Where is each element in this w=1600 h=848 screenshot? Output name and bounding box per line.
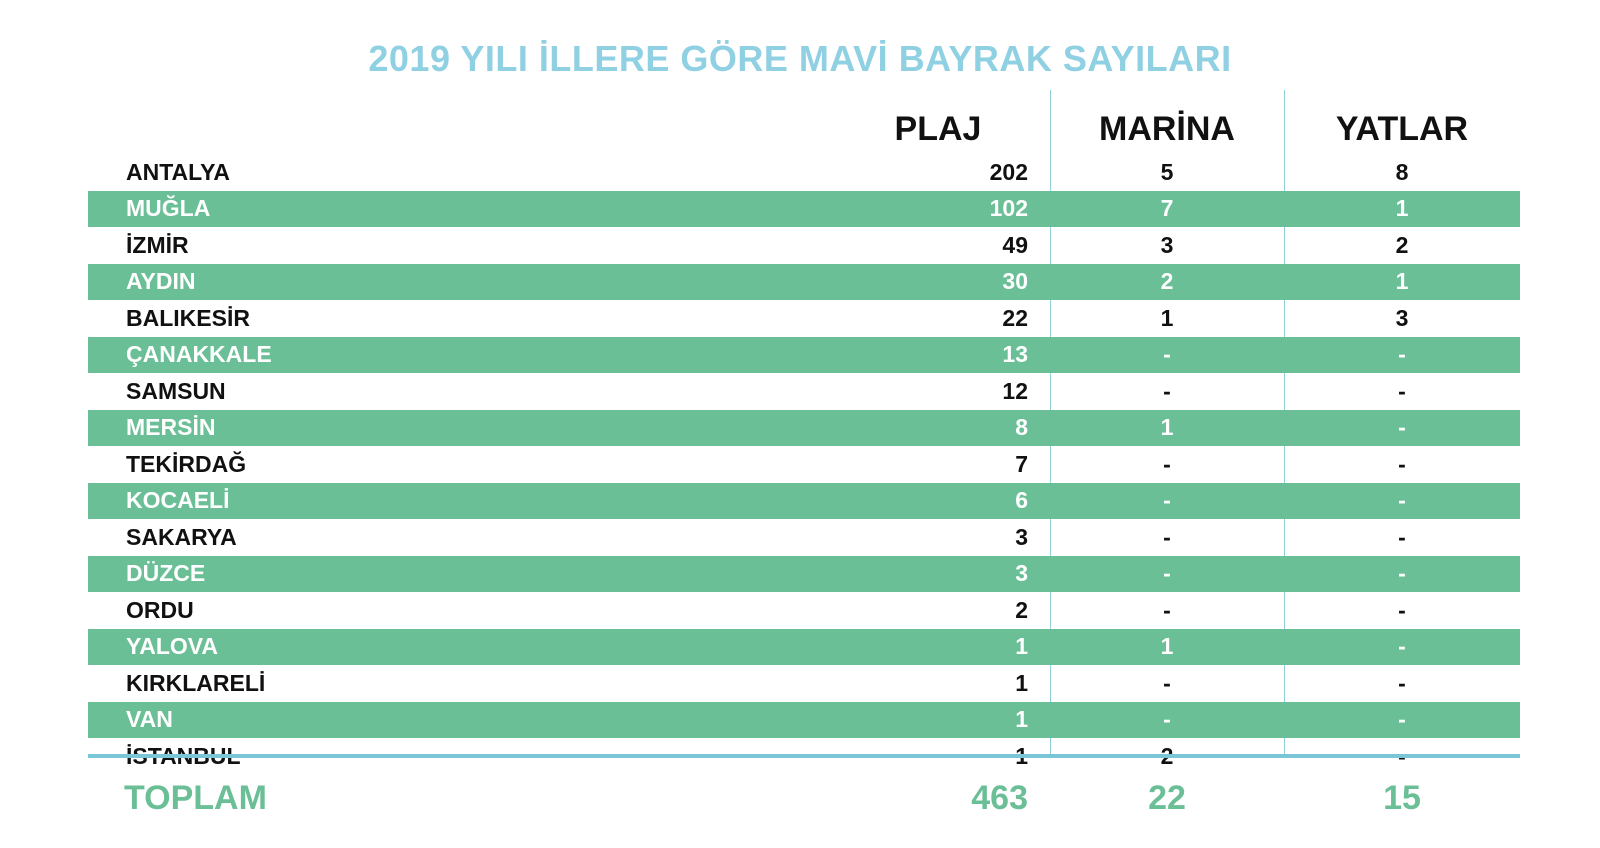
marina-value: - <box>1163 523 1171 550</box>
yatlar-value: 8 <box>1395 158 1409 185</box>
table-row: KIRKLARELİ 1 - - <box>88 665 1520 702</box>
total-row: TOPLAM 463 22 15 <box>88 770 1520 826</box>
province-name: MERSİN <box>126 414 216 441</box>
table-row: YALOVA 1 1 - <box>88 628 1520 665</box>
total-marina: 22 <box>1148 778 1186 817</box>
table-row: SAKARYA 3 - - <box>88 519 1520 556</box>
yatlar-value: - <box>1398 633 1406 660</box>
plaj-value: 1 <box>1015 706 1028 733</box>
total-label: TOPLAM <box>124 778 267 817</box>
marina-value: - <box>1163 596 1171 623</box>
plaj-value: 1 <box>1015 669 1028 696</box>
province-name: ORDU <box>126 596 194 623</box>
plaj-value: 30 <box>1002 268 1028 295</box>
table-row: MERSİN 8 1 - <box>88 409 1520 446</box>
province-name: KIRKLARELİ <box>126 669 266 696</box>
marina-value: 3 <box>1160 231 1174 258</box>
plaj-value: 202 <box>989 158 1028 185</box>
table-row: MUĞLA 102 7 1 <box>88 190 1520 227</box>
yatlar-value: 3 <box>1395 304 1409 331</box>
province-name: VAN <box>126 706 173 733</box>
table-row: KOCAELİ 6 - - <box>88 482 1520 519</box>
table-row: ÇANAKKALE 13 - - <box>88 336 1520 373</box>
province-name: İZMİR <box>126 231 189 258</box>
marina-value: - <box>1163 706 1171 733</box>
column-header-marina: MARİNA <box>1099 109 1235 148</box>
marina-value: 7 <box>1160 195 1174 222</box>
marina-value: - <box>1163 669 1171 696</box>
plaj-value: 49 <box>1002 231 1028 258</box>
chart-title: 2019 YILI İLLERE GÖRE MAVİ BAYRAK SAYILA… <box>368 38 1232 79</box>
table-row: BALIKESİR 22 1 3 <box>88 300 1520 337</box>
plaj-value: 13 <box>1002 341 1028 368</box>
total-plaj: 463 <box>971 778 1028 817</box>
yatlar-value: - <box>1398 414 1406 441</box>
marina-value: - <box>1163 377 1171 404</box>
plaj-value: 102 <box>989 195 1028 222</box>
yatlar-value: - <box>1398 706 1406 733</box>
marina-value: 1 <box>1160 414 1174 441</box>
province-name: DÜZCE <box>126 560 206 587</box>
plaj-value: 12 <box>1002 377 1028 404</box>
marina-value: 2 <box>1160 268 1174 295</box>
province-name: MUĞLA <box>126 195 211 222</box>
yatlar-value: - <box>1398 596 1406 623</box>
yatlar-value: 1 <box>1395 195 1409 222</box>
table-row: ORDU 2 - - <box>88 592 1520 629</box>
marina-value: - <box>1163 341 1171 368</box>
province-name: BALIKESİR <box>126 304 250 331</box>
table-row: TEKİRDAĞ 7 - - <box>88 446 1520 483</box>
province-name: AYDIN <box>126 268 196 295</box>
column-header-plaj: PLAJ <box>894 109 982 148</box>
column-header-yatlar: YATLAR <box>1335 109 1469 148</box>
table-row: AYDIN 30 2 1 <box>88 263 1520 300</box>
yatlar-value: - <box>1398 450 1406 477</box>
marina-value: - <box>1163 487 1171 514</box>
yatlar-value: - <box>1398 669 1406 696</box>
table-body: ANTALYA 202 5 8 MUĞLA 102 7 1 İZMİR 49 3 2 AYDIN 30 2 1… <box>88 154 1520 775</box>
plaj-value: 3 <box>1015 560 1028 587</box>
yatlar-value: - <box>1398 523 1406 550</box>
yatlar-value: 1 <box>1395 268 1409 295</box>
plaj-value: 7 <box>1015 450 1028 477</box>
yatlar-value: - <box>1398 560 1406 587</box>
marina-value: 1 <box>1160 633 1174 660</box>
plaj-value: 6 <box>1015 487 1028 514</box>
yatlar-value: - <box>1398 341 1406 368</box>
marina-value: 5 <box>1160 158 1174 185</box>
plaj-value: 22 <box>1002 304 1028 331</box>
plaj-value: 1 <box>1015 633 1028 660</box>
province-name: SAMSUN <box>126 377 226 404</box>
yatlar-value: - <box>1398 377 1406 404</box>
province-name: SAKARYA <box>126 523 237 550</box>
province-name: TEKİRDAĞ <box>126 450 247 477</box>
total-divider-line <box>88 754 1520 758</box>
marina-value: - <box>1163 560 1171 587</box>
yatlar-value: 2 <box>1395 231 1409 258</box>
table-row: ANTALYA 202 5 8 <box>88 154 1520 191</box>
table-row: VAN 1 - - <box>88 701 1520 738</box>
plaj-value: 3 <box>1015 523 1028 550</box>
province-name: KOCAELİ <box>126 487 230 514</box>
total-yatlar: 15 <box>1383 778 1421 817</box>
table-row: SAMSUN 12 - - <box>88 373 1520 410</box>
province-name: ANTALYA <box>126 158 230 185</box>
table-row: İZMİR 49 3 2 <box>88 227 1520 264</box>
yatlar-value: - <box>1398 487 1406 514</box>
marina-value: - <box>1163 450 1171 477</box>
province-name: YALOVA <box>126 633 219 660</box>
table-row: DÜZCE 3 - - <box>88 555 1520 592</box>
province-name: ÇANAKKALE <box>126 341 272 368</box>
plaj-value: 8 <box>1015 414 1028 441</box>
plaj-value: 2 <box>1015 596 1028 623</box>
marina-value: 1 <box>1160 304 1174 331</box>
